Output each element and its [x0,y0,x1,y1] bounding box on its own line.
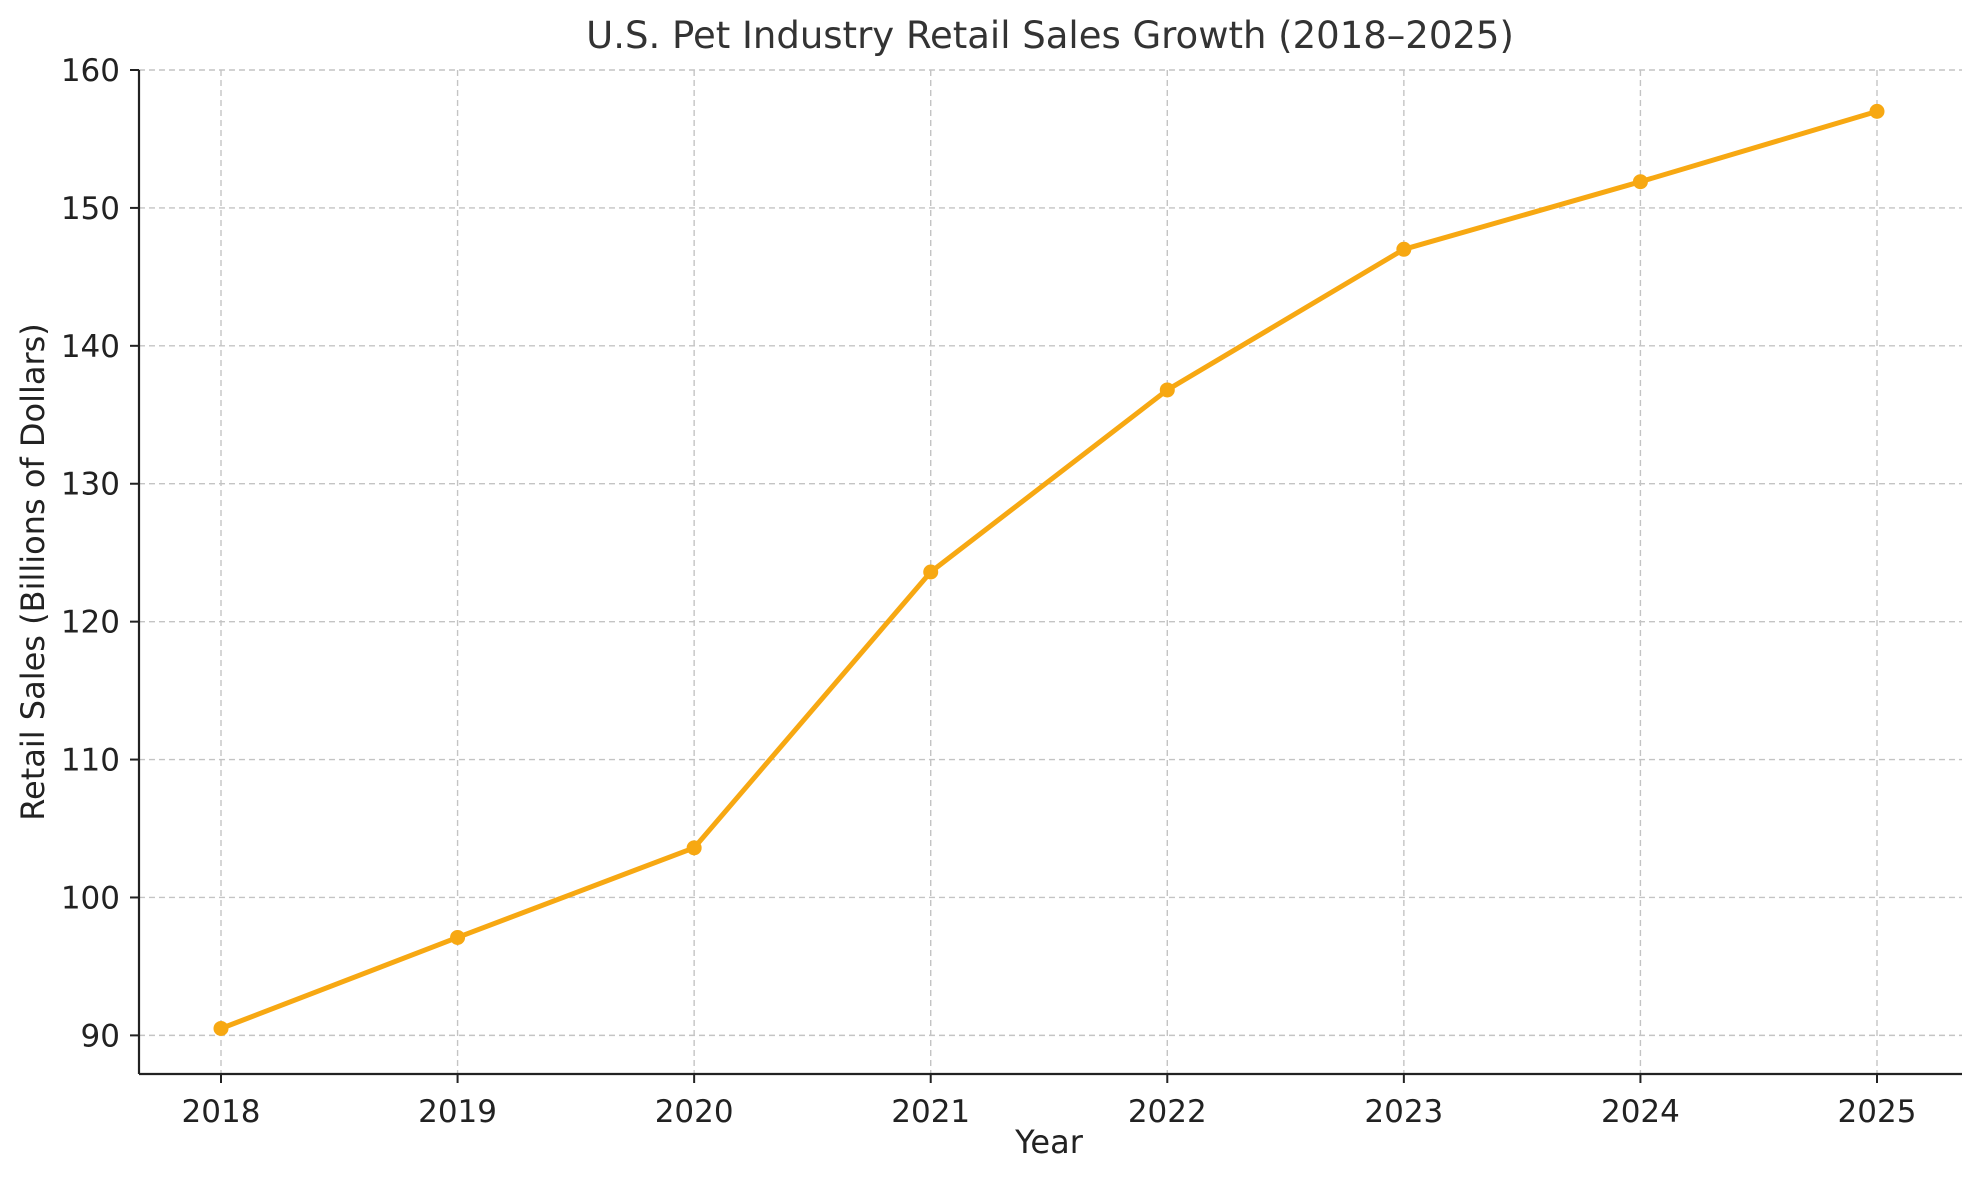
data-point [1869,103,1885,119]
y-tick-label: 160 [61,53,120,89]
data-point [213,1020,229,1036]
x-tick-label: 2020 [655,1094,734,1130]
x-axis-label: Year [1014,1123,1084,1161]
tick-layer: 2018 2019 2020 2021 2022 2023 2024 2025 90 100 110… [61,53,1917,1130]
axes [137,70,1962,1076]
y-tick-label: 150 [61,191,120,227]
y-tick-label: 90 [81,1018,120,1054]
data-point [1632,174,1648,190]
x-tick-label: 2024 [1601,1094,1680,1130]
data-point [1396,241,1412,257]
data-point [923,564,939,580]
series-line [218,108,1880,1031]
y-tick-label: 100 [61,880,120,916]
x-tick-label: 2019 [418,1094,497,1130]
y-axis-label: Retail Sales (Billions of Dollars) [14,323,52,821]
data-point [686,840,702,856]
x-tick-label: 2018 [182,1094,261,1130]
data-point [1159,382,1175,398]
chart-title: U.S. Pet Industry Retail Sales Growth (2… [586,14,1514,57]
x-tick-label: 2025 [1838,1094,1917,1130]
series-layer [213,103,1885,1036]
y-tick-label: 120 [61,605,120,641]
y-tick-label: 110 [61,743,120,779]
x-tick-label: 2021 [891,1094,970,1130]
x-tick-label: 2023 [1364,1094,1443,1130]
data-point [450,929,466,945]
y-tick-label: 130 [61,467,120,503]
x-tick-label: 2022 [1128,1094,1207,1130]
y-tick-label: 140 [61,329,120,365]
